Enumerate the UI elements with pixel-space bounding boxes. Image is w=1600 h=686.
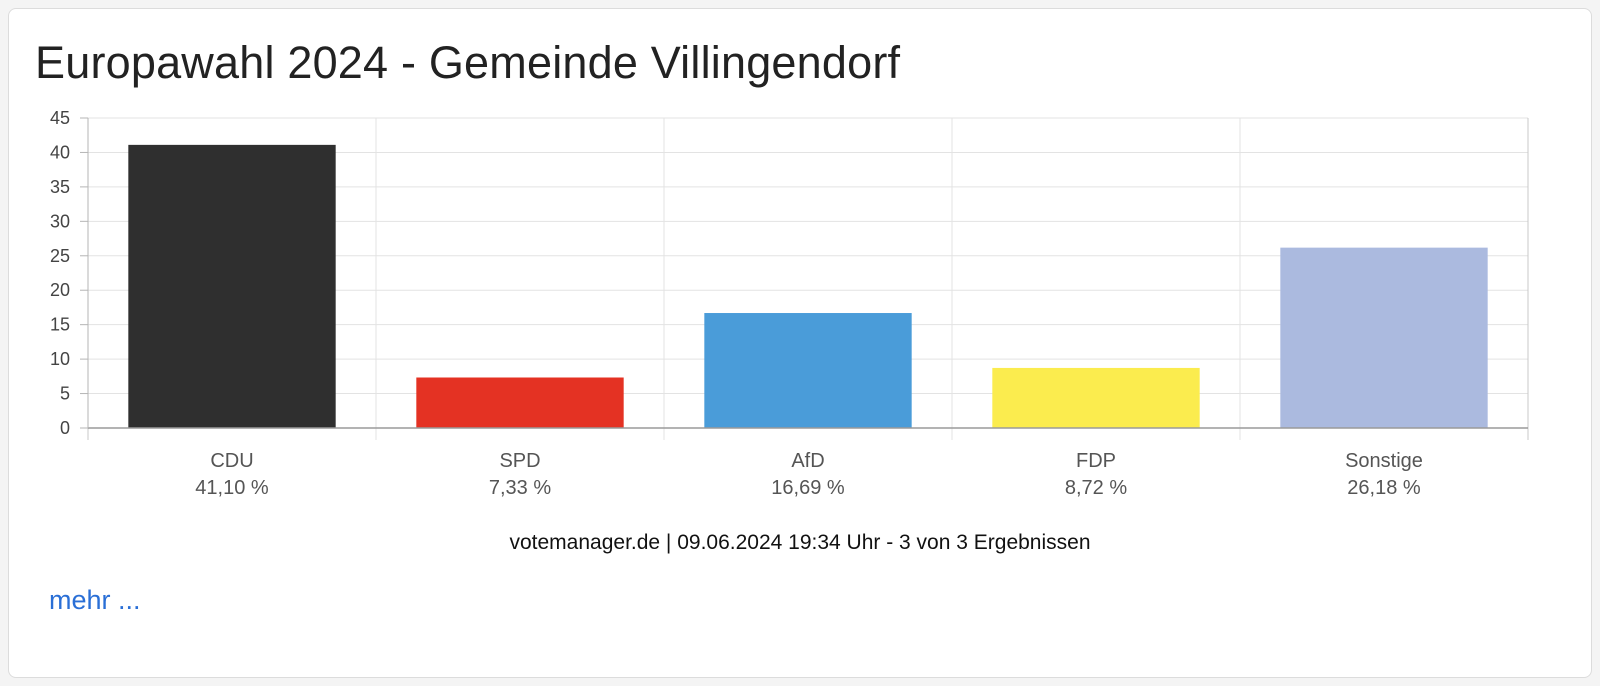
y-tick-label: 40 [50, 142, 70, 162]
y-tick-label: 30 [50, 211, 70, 231]
bars [128, 144, 1488, 428]
y-tick-label: 45 [50, 108, 70, 128]
bar-chart: 0 5 10 15 20 25 30 35 40 45 CDU 41,10 % SPD 7,33 % AfD… [50, 108, 1529, 499]
labels: 0 5 10 15 20 25 30 35 40 45 CDU 41,10 % SPD 7,33 % AfD… [50, 108, 1423, 499]
y-tick-label: 10 [50, 349, 70, 369]
x-tick-label: AfD [791, 450, 824, 472]
bar-cdu[interactable] [128, 144, 336, 428]
x-tick-label: CDU [210, 450, 253, 472]
axes [80, 117, 1528, 429]
value-label: 16,69 % [771, 477, 845, 499]
y-tick-label: 0 [60, 418, 70, 438]
y-tick-label: 35 [50, 177, 70, 197]
results-card: Europawahl 2024 - Gemeinde Villingendorf… [8, 8, 1592, 678]
y-tick-label: 5 [60, 384, 70, 404]
bar-fdp[interactable] [992, 367, 1200, 428]
x-tick-label: SPD [499, 450, 540, 472]
value-label: 7,33 % [489, 477, 551, 499]
x-tick-label: FDP [1076, 450, 1116, 472]
more-link[interactable]: mehr ... [49, 585, 141, 615]
bar-spd[interactable] [416, 377, 624, 428]
y-tick-label: 20 [50, 280, 70, 300]
value-label: 26,18 % [1347, 477, 1421, 499]
chart-title: Europawahl 2024 - Gemeinde Villingendorf [35, 37, 901, 88]
x-tick-label: Sonstige [1345, 450, 1423, 472]
source-footer: votemanager.de | 09.06.2024 19:34 Uhr - … [509, 531, 1091, 554]
value-label: 8,72 % [1065, 477, 1127, 499]
value-label: 41,10 % [195, 477, 269, 499]
bar-afd[interactable] [704, 313, 912, 428]
y-tick-label: 25 [50, 246, 70, 266]
y-tick-label: 15 [50, 315, 70, 335]
bar-sonstige[interactable] [1280, 247, 1488, 428]
